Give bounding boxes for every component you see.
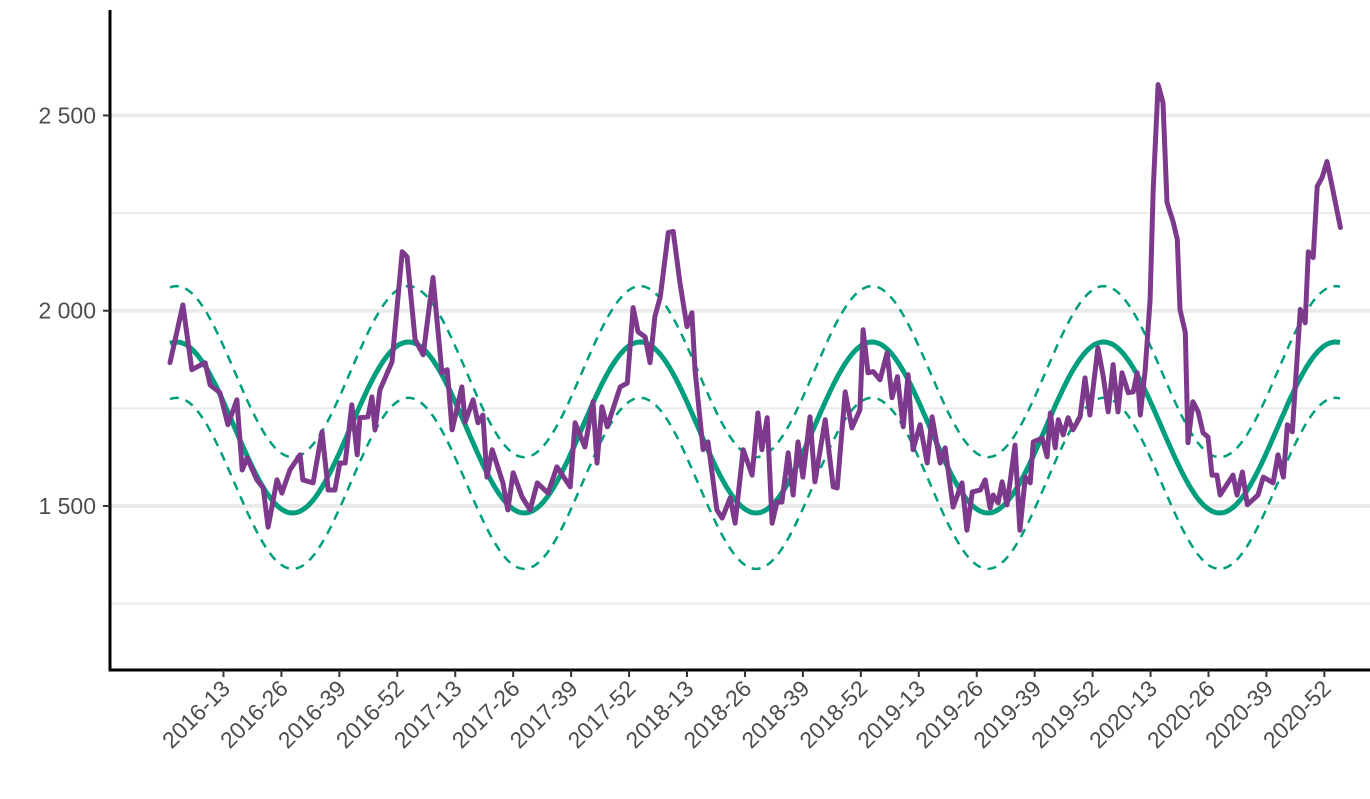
observed-line [167, 82, 1343, 533]
x-axis-ticks: 2016-132016-262016-392016-522017-132017-… [157, 670, 1336, 753]
axes [108, 10, 1370, 672]
y-tick-label: 2 000 [38, 298, 96, 324]
observed-series [167, 82, 1343, 533]
y-tick-label: 1 500 [38, 493, 96, 519]
y-axis-ticks: 1 500 2 000 2 500 [38, 102, 110, 519]
y-tick-label: 2 500 [38, 102, 96, 128]
gridlines [110, 113, 1370, 605]
lower-band-line [169, 396, 1341, 571]
